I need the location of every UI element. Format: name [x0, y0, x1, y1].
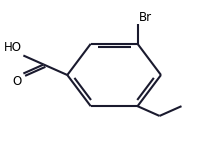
- Text: O: O: [12, 75, 21, 88]
- Text: Br: Br: [139, 11, 152, 24]
- Text: HO: HO: [3, 41, 21, 54]
